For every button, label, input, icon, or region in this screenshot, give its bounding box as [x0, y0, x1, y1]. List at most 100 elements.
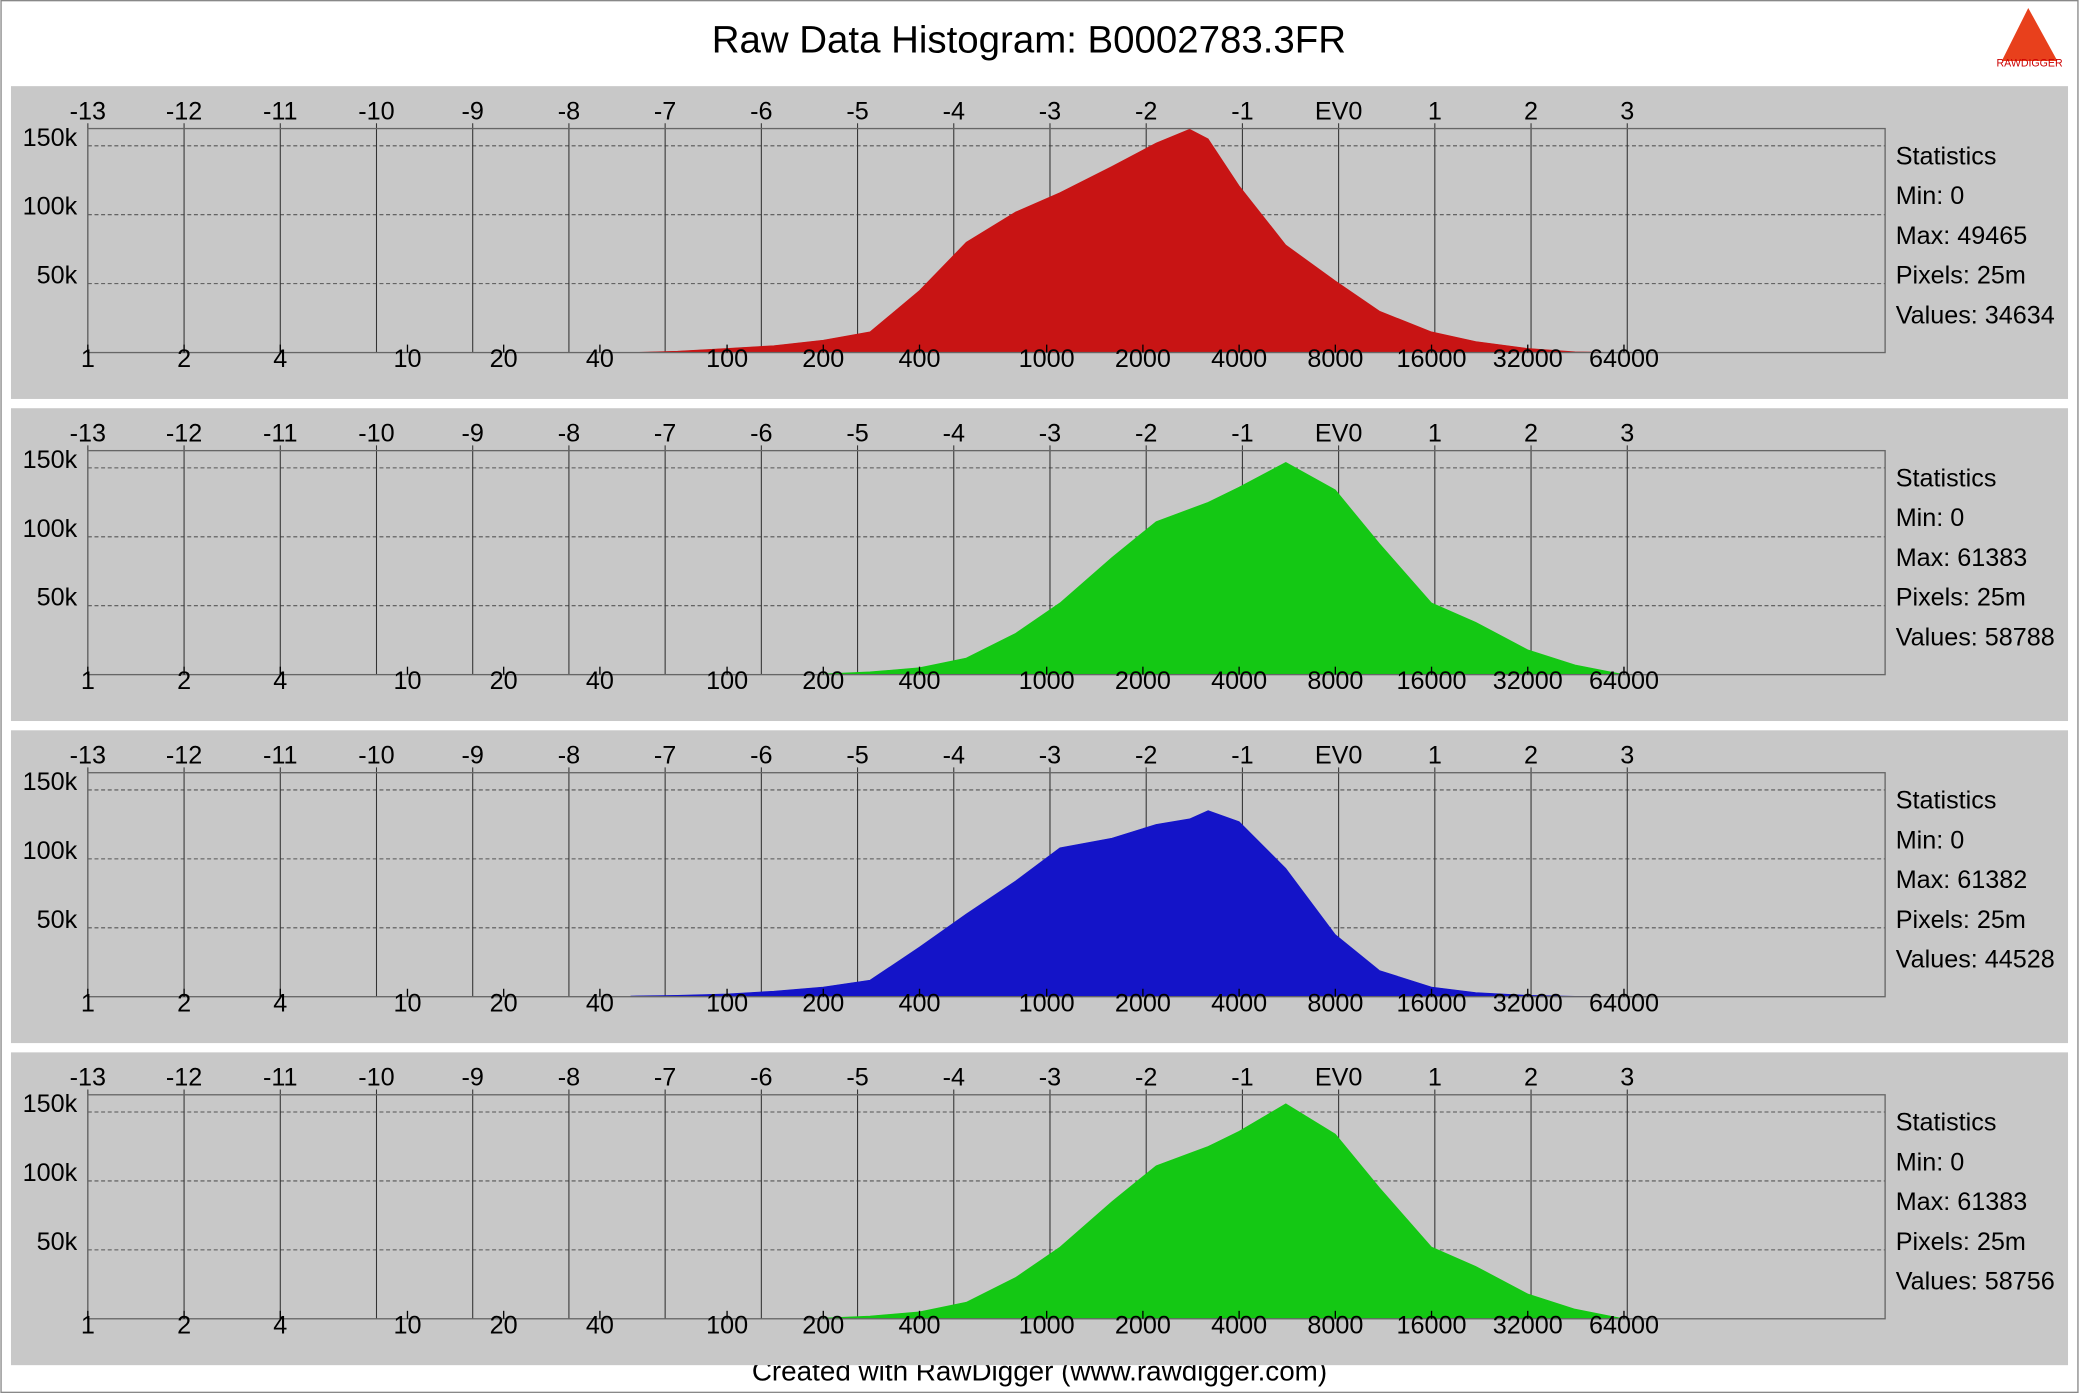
- x2-tick-label: 2: [1524, 97, 1538, 125]
- statistics-text: Max: 61383: [1896, 544, 2028, 572]
- x2-tick-label: -9: [462, 97, 484, 125]
- histogram-area: [630, 128, 1624, 353]
- statistics-text: Pixels: 25m: [1896, 262, 2026, 290]
- x2-tick-label: -13: [70, 1064, 106, 1092]
- x-tick-label: 16000: [1397, 989, 1467, 1017]
- x2-tick-label: -12: [166, 97, 202, 125]
- statistics-text: Values: 34634: [1896, 301, 2055, 329]
- y-tick-label: 100k: [23, 837, 78, 865]
- x2-tick-label: -11: [263, 419, 298, 447]
- x-tick-label: 64000: [1589, 989, 1659, 1017]
- x-tick-label: 20: [490, 989, 518, 1017]
- statistics-text: Max: 61383: [1896, 1188, 2028, 1216]
- x-tick-label: 2000: [1115, 667, 1171, 695]
- x2-tick-label: -7: [654, 419, 676, 447]
- x-tick-label: 20: [490, 667, 518, 695]
- x2-tick-label: 3: [1620, 1064, 1634, 1092]
- x-tick-label: 1: [81, 667, 95, 695]
- statistics-text: Min: 0: [1896, 504, 1965, 532]
- x2-tick-label: -1: [1231, 419, 1253, 447]
- x-tick-label: 4000: [1211, 1311, 1267, 1339]
- x2-tick-label: 1: [1428, 97, 1442, 125]
- x2-tick-label: -1: [1231, 97, 1253, 125]
- statistics-text: Values: 44528: [1896, 946, 2055, 974]
- x-tick-label: 1000: [1019, 667, 1075, 695]
- statistics-text: Min: 0: [1896, 182, 1965, 210]
- x-tick-label: 100: [706, 345, 748, 373]
- x2-tick-label: -7: [654, 741, 676, 769]
- x-tick-label: 4: [273, 989, 287, 1017]
- y-tick-label: 50k: [37, 584, 78, 612]
- x2-tick-label: -2: [1135, 419, 1157, 447]
- x-tick-label: 2000: [1115, 1311, 1171, 1339]
- statistics-text: Pixels: 25m: [1896, 1228, 2026, 1256]
- x2-tick-label: -6: [750, 1064, 772, 1092]
- x2-tick-label: EV0: [1315, 1064, 1363, 1092]
- x-tick-label: 2000: [1115, 989, 1171, 1017]
- x2-tick-label: 1: [1428, 1064, 1442, 1092]
- x2-tick-label: -4: [943, 419, 965, 447]
- x2-tick-label: -8: [558, 97, 580, 125]
- logo-text: RAWDIGGER: [1997, 57, 2063, 69]
- statistics-text: Min: 0: [1896, 1148, 1965, 1176]
- plot-border: [87, 449, 1886, 676]
- x-tick-label: 2: [177, 989, 191, 1017]
- x-tick-label: 4000: [1211, 345, 1267, 373]
- x2-tick-label: -13: [70, 419, 106, 447]
- x2-tick-label: -4: [943, 97, 965, 125]
- x-tick-label: 1: [81, 989, 95, 1017]
- x-tick-label: 2000: [1115, 345, 1171, 373]
- x-tick-label: 1000: [1019, 345, 1075, 373]
- statistics-text: Values: 58756: [1896, 1268, 2055, 1296]
- x-tick-label: 100: [706, 989, 748, 1017]
- x-tick-label: 40: [586, 1311, 614, 1339]
- x2-tick-label: -5: [846, 419, 868, 447]
- x2-tick-label: -4: [943, 741, 965, 769]
- x-tick-label: 8000: [1307, 345, 1363, 373]
- x-tick-label: 4: [273, 1311, 287, 1339]
- x-tick-label: 400: [899, 667, 941, 695]
- x-tick-label: 4000: [1211, 989, 1267, 1017]
- x-tick-label: 64000: [1589, 1311, 1659, 1339]
- x2-tick-label: 1: [1428, 419, 1442, 447]
- x-tick-label: 10: [393, 345, 421, 373]
- x2-tick-label: -12: [166, 741, 202, 769]
- x2-tick-label: -7: [654, 1064, 676, 1092]
- plot-border: [87, 127, 1886, 354]
- x2-tick-label: -11: [263, 97, 298, 125]
- x-tick-label: 1: [81, 345, 95, 373]
- x-tick-label: 4: [273, 345, 287, 373]
- y-tick-label: 150k: [23, 124, 78, 152]
- x-tick-label: 10: [393, 667, 421, 695]
- plot-border: [87, 1094, 1886, 1320]
- x-tick-label: 64000: [1589, 667, 1659, 695]
- x-tick-label: 400: [899, 989, 941, 1017]
- x-tick-label: 4: [273, 667, 287, 695]
- x2-tick-label: -6: [750, 741, 772, 769]
- x2-tick-label: 3: [1620, 741, 1634, 769]
- x2-tick-label: -2: [1135, 97, 1157, 125]
- x-tick-label: 1: [81, 1311, 95, 1339]
- x2-tick-label: EV0: [1315, 419, 1363, 447]
- x-tick-label: 16000: [1397, 667, 1467, 695]
- x-tick-label: 4000: [1211, 667, 1267, 695]
- y-tick-label: 50k: [37, 1228, 78, 1256]
- x2-tick-label: -13: [70, 741, 106, 769]
- x-tick-label: 8000: [1307, 1311, 1363, 1339]
- y-tick-label: 150k: [23, 768, 78, 796]
- histogram-area: [822, 461, 1625, 675]
- x2-tick-label: 3: [1620, 97, 1634, 125]
- x2-tick-label: -1: [1231, 741, 1253, 769]
- x2-tick-label: -8: [558, 419, 580, 447]
- x-tick-label: 100: [706, 1311, 748, 1339]
- x-tick-label: 20: [490, 345, 518, 373]
- x-tick-label: 200: [802, 1311, 844, 1339]
- statistics-text: Statistics: [1896, 142, 1997, 170]
- x2-tick-label: -12: [166, 1064, 202, 1092]
- x2-tick-label: 2: [1524, 419, 1538, 447]
- x2-tick-label: -10: [358, 741, 394, 769]
- x2-tick-label: -5: [846, 741, 868, 769]
- x2-tick-label: -4: [943, 1064, 965, 1092]
